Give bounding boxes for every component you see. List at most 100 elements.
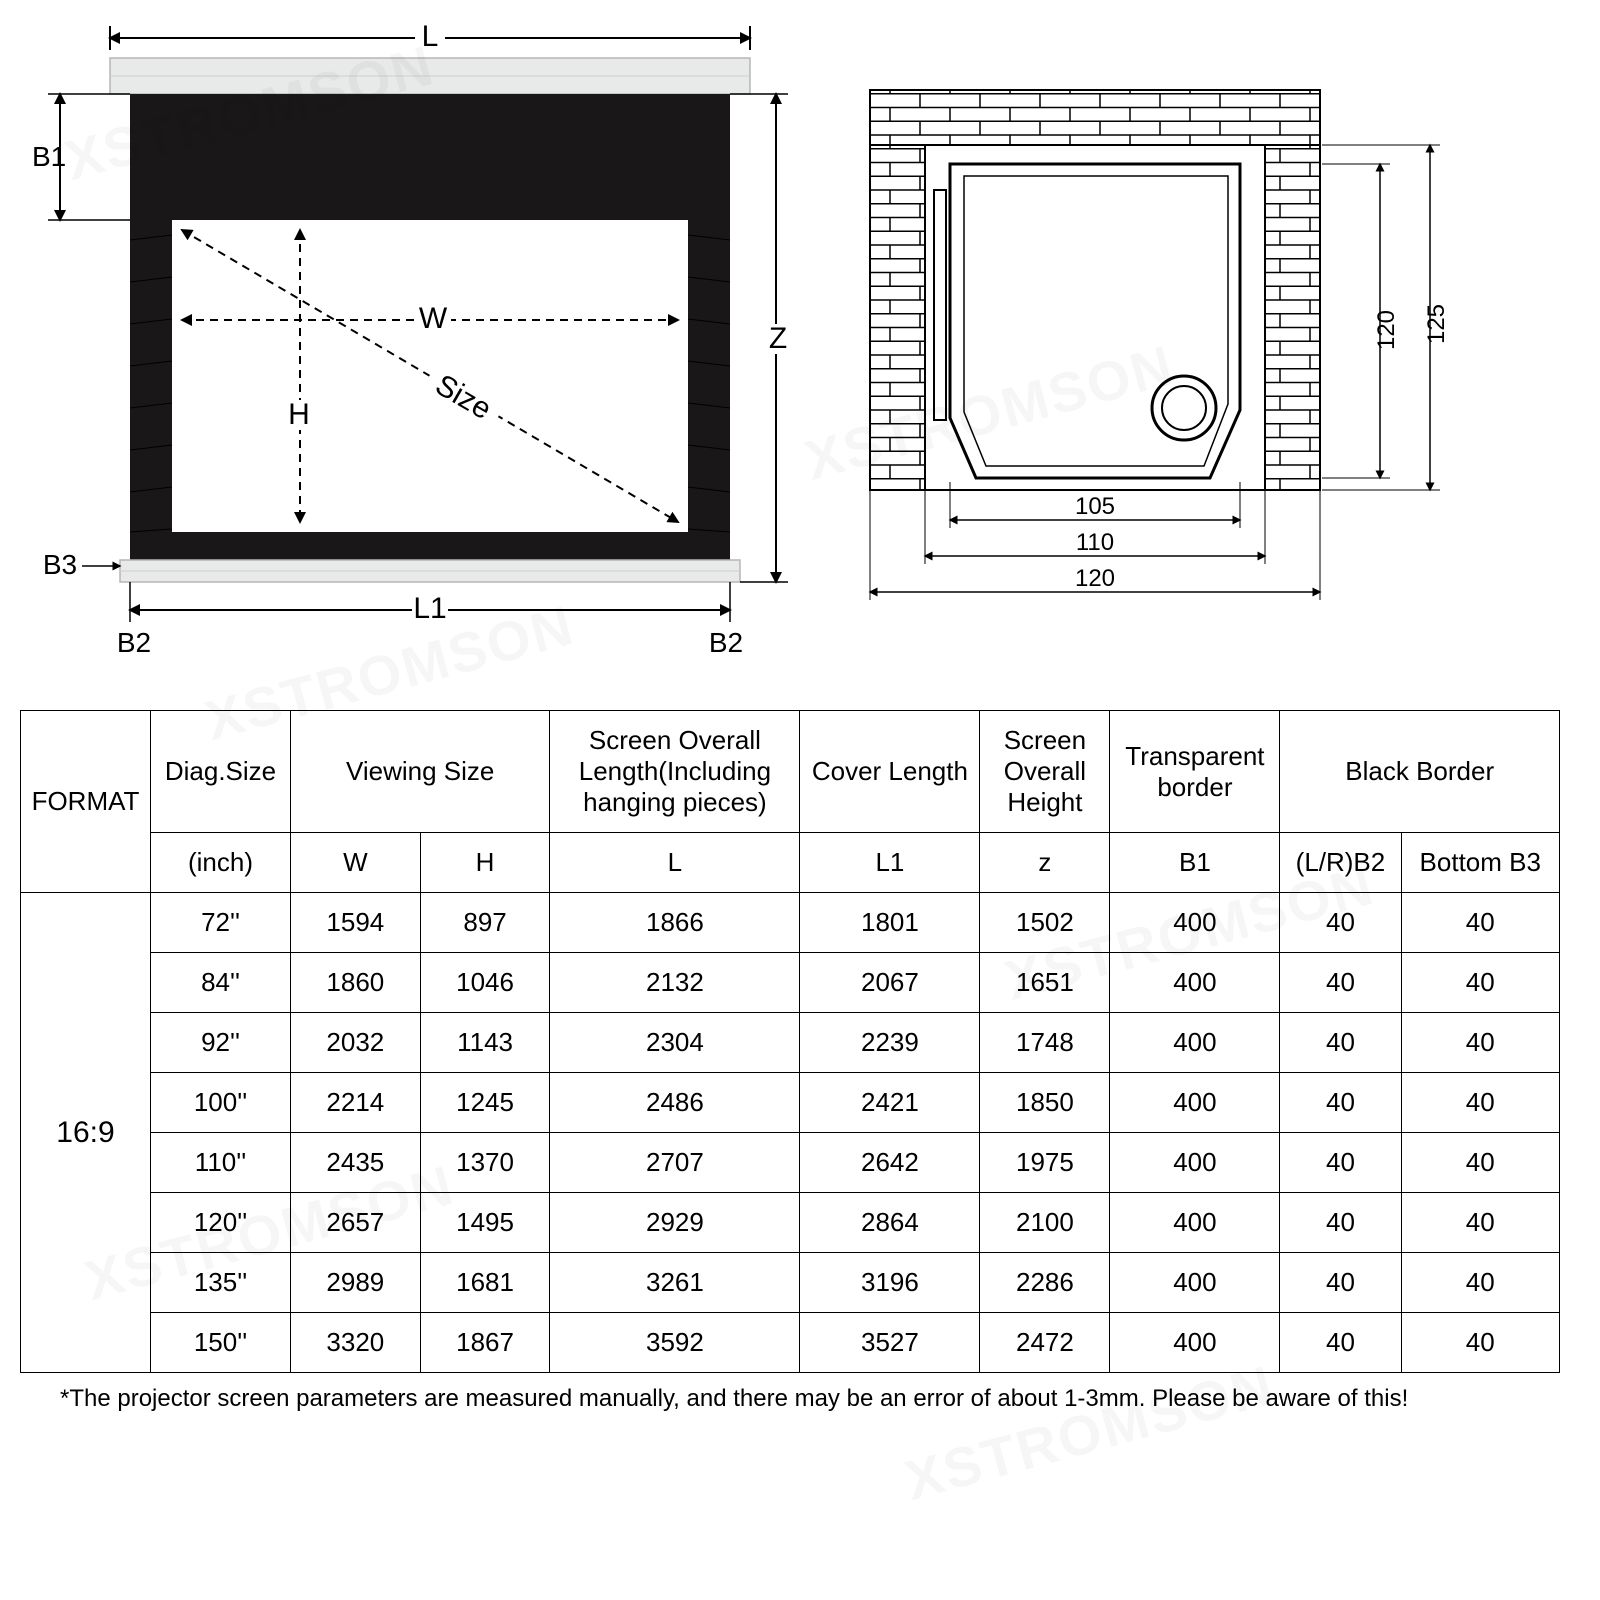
label-B1: B1 (32, 141, 66, 172)
sub-B3: Bottom B3 (1401, 833, 1560, 893)
cell-diag: 110'' (151, 1133, 291, 1193)
label-L1: L1 (413, 592, 446, 625)
cell-L: 2486 (550, 1073, 800, 1133)
cell-B1: 400 (1110, 1253, 1280, 1313)
label-B2-left: B2 (117, 627, 151, 658)
table-row: 92''203211432304223917484004040 (21, 1013, 1560, 1073)
watermark: XSTROMSON (898, 1352, 1281, 1513)
screen-front-diagram: L (20, 20, 800, 660)
table-row: 100''221412452486242118504004040 (21, 1073, 1560, 1133)
cell-B3: 40 (1401, 1313, 1560, 1373)
cell-B2: 40 (1280, 953, 1401, 1013)
cell-B3: 40 (1401, 953, 1560, 1013)
cell-B1: 400 (1110, 1193, 1280, 1253)
cell-L1: 2239 (800, 1013, 980, 1073)
cell-L: 1866 (550, 893, 800, 953)
cell-z: 2286 (980, 1253, 1110, 1313)
cell-B1: 400 (1110, 893, 1280, 953)
cell-B3: 40 (1401, 1253, 1560, 1313)
cell-L1: 3196 (800, 1253, 980, 1313)
table-row: 150''332018673592352724724004040 (21, 1313, 1560, 1373)
label-B2-right: B2 (709, 627, 743, 658)
label-W: W (419, 302, 448, 335)
cell-B1: 400 (1110, 1133, 1280, 1193)
cell-W: 3320 (291, 1313, 421, 1373)
cell-B3: 40 (1401, 893, 1560, 953)
label-110: 110 (1076, 529, 1114, 556)
sub-W: W (291, 833, 421, 893)
cell-B3: 40 (1401, 1193, 1560, 1253)
cell-diag: 100'' (151, 1073, 291, 1133)
cell-L: 3261 (550, 1253, 800, 1313)
th-format: FORMAT (21, 711, 151, 893)
cell-diag: 135'' (151, 1253, 291, 1313)
cell-B2: 40 (1280, 893, 1401, 953)
footnote: *The projector screen parameters are mea… (20, 1385, 1580, 1413)
table-row: 120''265714952929286421004004040 (21, 1193, 1560, 1253)
cell-L1: 2642 (800, 1133, 980, 1193)
cell-B2: 40 (1280, 1013, 1401, 1073)
cell-z: 1850 (980, 1073, 1110, 1133)
cell-B2: 40 (1280, 1253, 1401, 1313)
table-row: 135''298916813261319622864004040 (21, 1253, 1560, 1313)
cell-diag: 84'' (151, 953, 291, 1013)
cell-L1: 2067 (800, 953, 980, 1013)
cell-z: 2472 (980, 1313, 1110, 1373)
sub-B1: B1 (1110, 833, 1280, 893)
cell-W: 2214 (291, 1073, 421, 1133)
cell-diag: 72'' (151, 893, 291, 953)
sub-L: L (550, 833, 800, 893)
table-row: 16:972''15948971866180115024004040 (21, 893, 1560, 953)
cell-z: 1502 (980, 893, 1110, 953)
th-overall-len: Screen Overall Length(Including hanging … (550, 711, 800, 833)
table-row: 84''186010462132206716514004040 (21, 953, 1560, 1013)
cell-H: 1143 (420, 1013, 550, 1073)
cell-diag: 120'' (151, 1193, 291, 1253)
cell-z: 1748 (980, 1013, 1110, 1073)
spec-table: FORMAT Diag.Size Viewing Size Screen Ove… (20, 710, 1560, 1373)
label-105: 105 (1075, 493, 1115, 520)
cell-H: 1370 (420, 1133, 550, 1193)
label-L: L (422, 20, 439, 53)
cell-B3: 40 (1401, 1133, 1560, 1193)
cell-B1: 400 (1110, 1073, 1280, 1133)
sub-L1: L1 (800, 833, 980, 893)
cell-B3: 40 (1401, 1013, 1560, 1073)
label-Z: Z (769, 322, 787, 355)
label-H: H (288, 398, 310, 431)
cell-H: 1245 (420, 1073, 550, 1133)
cell-L: 2132 (550, 953, 800, 1013)
cell-H: 1495 (420, 1193, 550, 1253)
cell-W: 2435 (291, 1133, 421, 1193)
cell-B3: 40 (1401, 1073, 1560, 1133)
th-overall-h: Screen Overall Height (980, 711, 1110, 833)
cell-W: 1860 (291, 953, 421, 1013)
cell-B2: 40 (1280, 1313, 1401, 1373)
cell-H: 1046 (420, 953, 550, 1013)
cell-diag: 150'' (151, 1313, 291, 1373)
cell-W: 1594 (291, 893, 421, 953)
label-125: 125 (1423, 304, 1450, 344)
label-120v: 120 (1373, 310, 1400, 350)
cell-L1: 2421 (800, 1073, 980, 1133)
cell-B2: 40 (1280, 1193, 1401, 1253)
cross-section-diagram: 105 110 120 120 125 (860, 80, 1520, 640)
cell-z: 2100 (980, 1193, 1110, 1253)
diagrams-row: L (20, 20, 1580, 670)
cell-L: 2929 (550, 1193, 800, 1253)
th-cover: Cover Length (800, 711, 980, 833)
cell-H: 1867 (420, 1313, 550, 1373)
th-transp: Transparent border (1110, 711, 1280, 833)
th-diag: Diag.Size (151, 711, 291, 833)
cell-L1: 3527 (800, 1313, 980, 1373)
cell-L1: 2864 (800, 1193, 980, 1253)
sub-inch: (inch) (151, 833, 291, 893)
cell-B1: 400 (1110, 953, 1280, 1013)
cell-z: 1975 (980, 1133, 1110, 1193)
cell-L: 2304 (550, 1013, 800, 1073)
cell-B2: 40 (1280, 1073, 1401, 1133)
label-B3: B3 (43, 549, 77, 580)
cell-L: 2707 (550, 1133, 800, 1193)
cell-H: 897 (420, 893, 550, 953)
cell-W: 2032 (291, 1013, 421, 1073)
